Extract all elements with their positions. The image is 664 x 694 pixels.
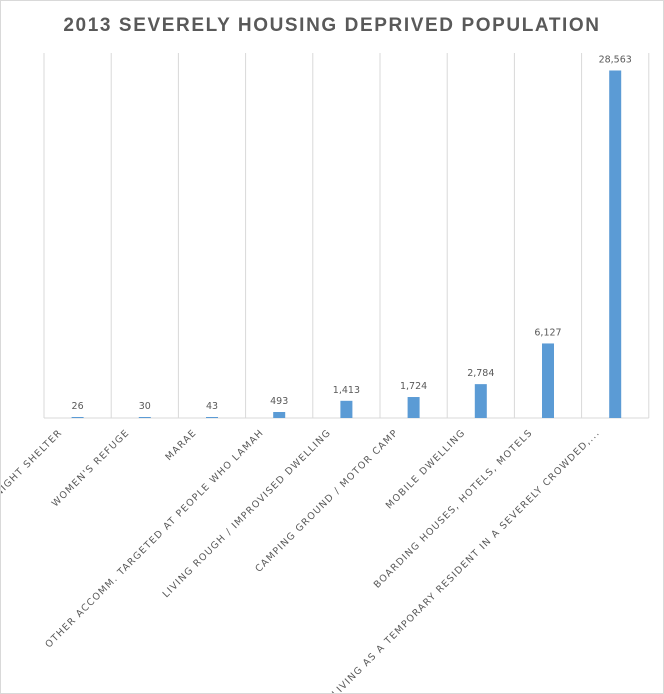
data-label: 28,563 [599,54,632,65]
data-label: 1,413 [333,385,360,396]
data-label: 26 [72,401,84,412]
data-label: 43 [206,401,218,412]
chart-title: 2013 SEVERELY HOUSING DEPRIVED POPULATIO… [63,15,600,36]
data-label: 2,784 [467,368,494,379]
category-label: OTHER ACCOMM. TARGETED AT PEOPLE WHO LAM… [43,427,266,650]
category-label: MARAE [163,427,199,463]
data-label: 493 [270,396,288,407]
bar [138,417,151,418]
category-label: BOARDING HOUSES, HOTELS, MOTELS [372,427,535,590]
category-label: CAMPING GROUND / MOTOR CAMP [253,427,400,574]
data-label: 6,127 [534,327,561,338]
bar [609,70,622,419]
category-label: NIGHT SHELTER [1,427,65,499]
bar [542,343,554,418]
bar [206,417,218,418]
category-label: WOMEN'S REFUGE [50,427,132,509]
bar [340,400,353,418]
bar [273,412,286,418]
bar [407,397,420,418]
data-label: 1,724 [400,381,427,392]
bar [474,384,487,418]
category-label: LIVING AS A TEMPORARY RESIDENT IN A SEVE… [330,427,602,693]
bar [71,417,84,418]
data-label: 30 [139,401,151,412]
